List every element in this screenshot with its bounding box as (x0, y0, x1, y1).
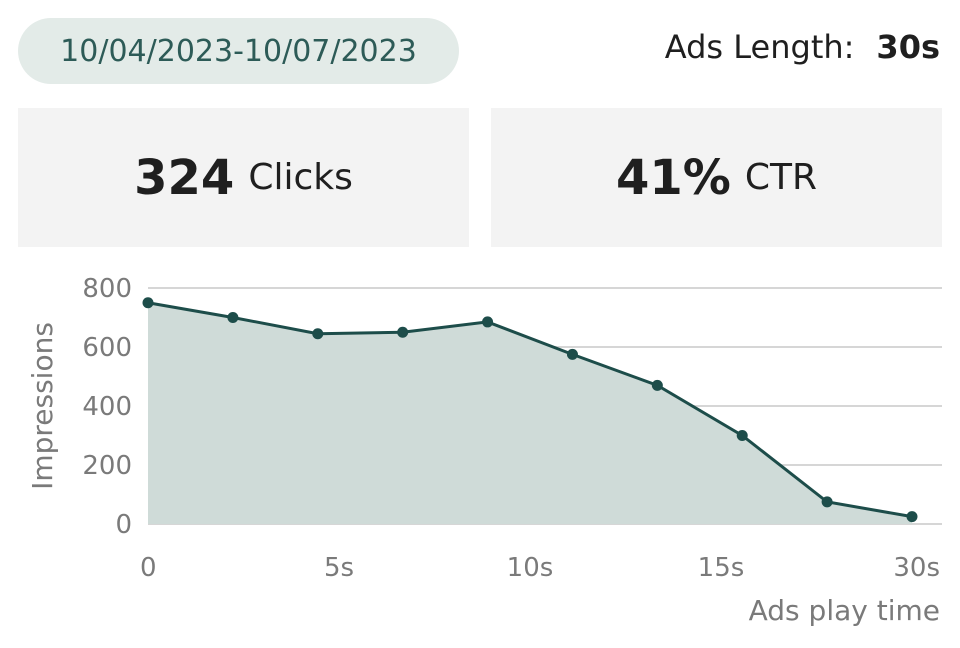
x-tick-labels: 0 5s 10s 15s 30s (140, 553, 940, 583)
data-point (566, 348, 578, 360)
data-point (906, 511, 918, 523)
ads-length-label: Ads Length: (664, 28, 855, 66)
data-point (142, 297, 154, 309)
impressions-area (148, 302, 912, 524)
impressions-chart: 0 200 400 600 800 0 5s 10s 15s 30s Impressions A… (26, 274, 942, 627)
y-tick-label: 800 (82, 274, 132, 304)
ctr-value: 41% (615, 149, 731, 206)
y-tick-label: 200 (82, 451, 132, 481)
x-tick-label: 10s (507, 553, 554, 583)
y-tick-label: 400 (82, 392, 132, 422)
impressions-line (147, 301, 913, 519)
data-point (397, 326, 409, 338)
x-axis-title: Ads play time (749, 594, 940, 627)
clicks-label: Clicks (248, 157, 353, 198)
data-points (142, 297, 918, 523)
data-point (821, 496, 833, 508)
data-point (651, 379, 663, 391)
ads-length-value: 30s (876, 28, 940, 66)
ctr-label: CTR (744, 157, 818, 198)
data-point (312, 328, 324, 340)
y-tick-labels: 0 200 400 600 800 (82, 274, 132, 540)
x-tick-label: 30s (893, 553, 940, 583)
data-point (736, 430, 748, 441)
x-tick-label: 0 (140, 553, 157, 583)
data-point (482, 316, 494, 328)
x-tick-label: 15s (698, 553, 745, 583)
date-range-pill[interactable]: 10/04/2023-10/07/2023 (18, 18, 459, 84)
y-tick-label: 0 (115, 510, 132, 540)
date-range-text: 10/04/2023-10/07/2023 (60, 33, 417, 69)
clicks-card: 324 Clicks (18, 108, 469, 247)
x-tick-label: 5s (324, 553, 354, 583)
y-tick-label: 600 (82, 333, 132, 363)
y-axis-title: Impressions (26, 322, 59, 490)
data-point (227, 312, 239, 323)
clicks-value: 324 (134, 149, 235, 206)
ctr-card: 41% CTR (491, 108, 942, 247)
ads-length: Ads Length: 30s (665, 28, 940, 66)
